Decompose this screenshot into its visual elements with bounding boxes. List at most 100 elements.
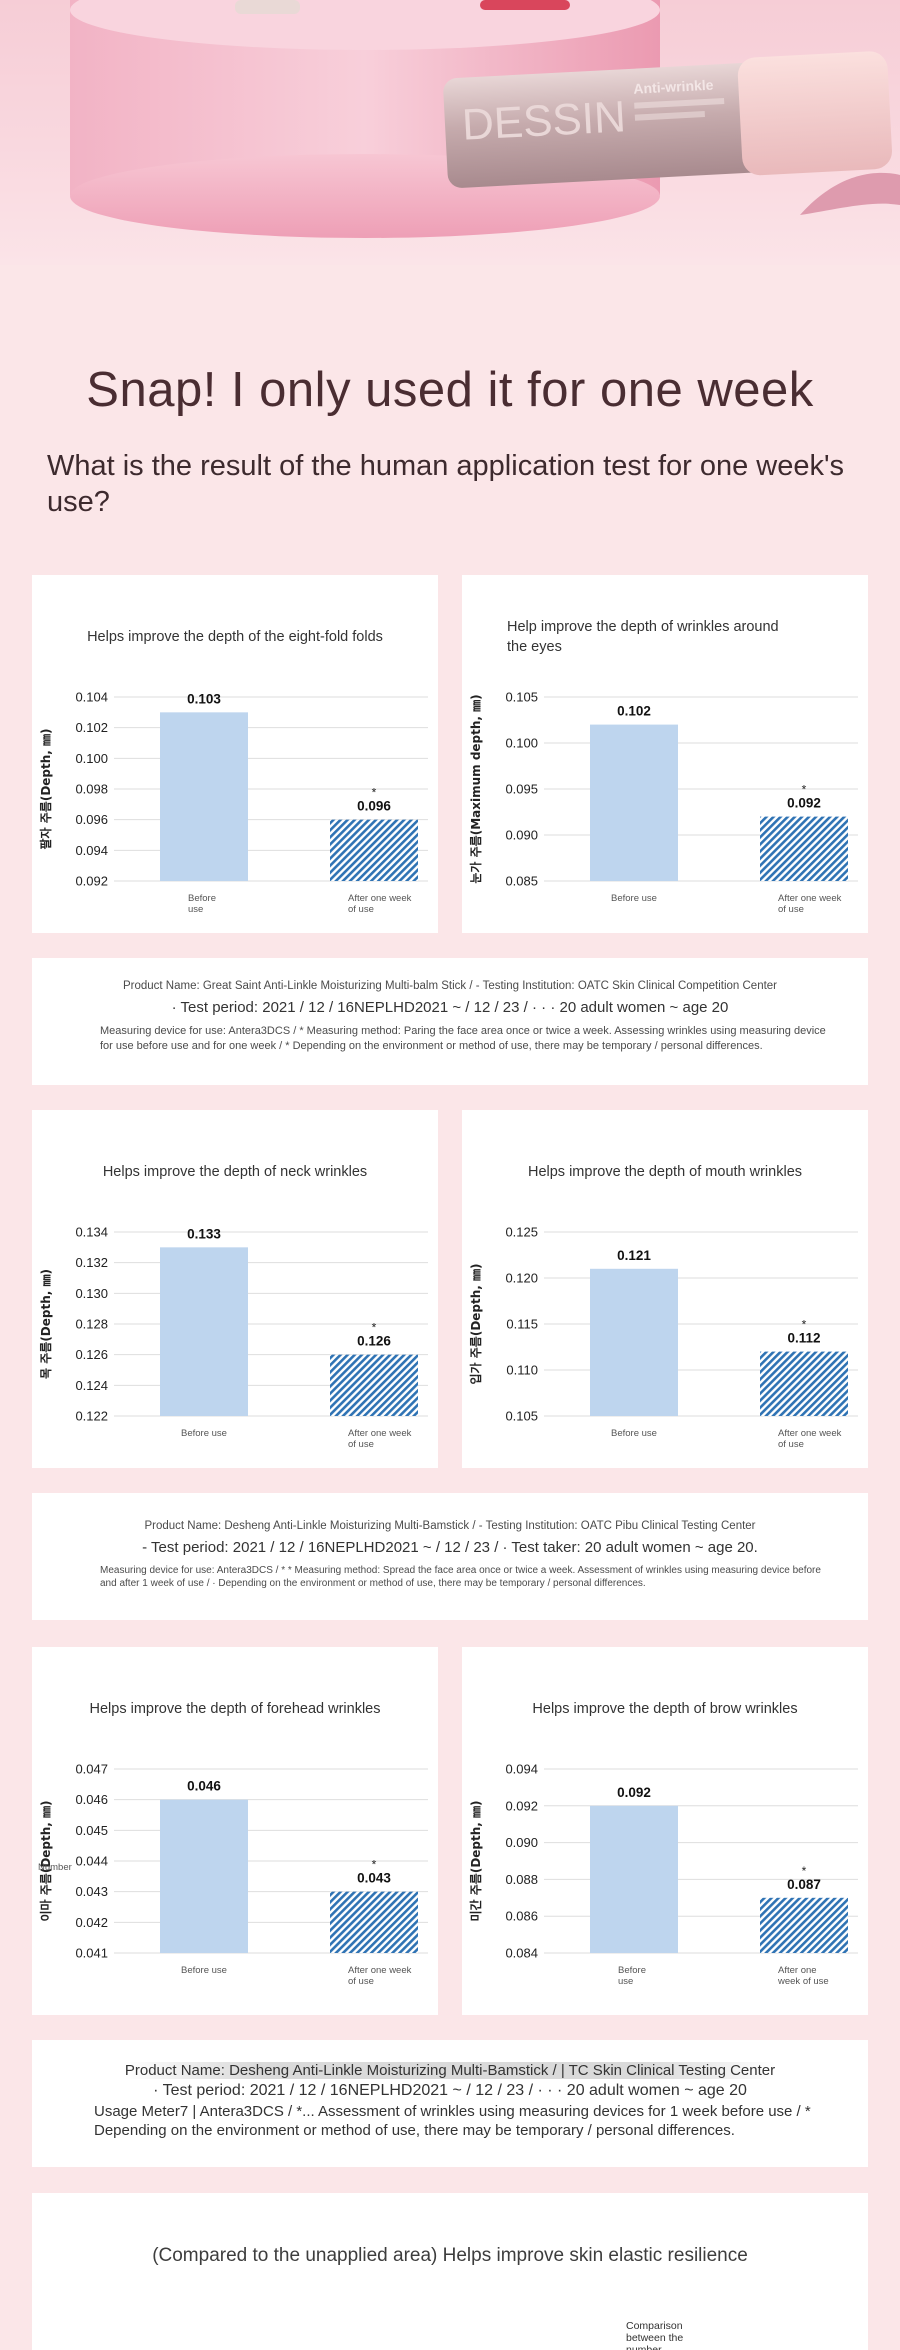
y-tick-label: 0.046 (75, 1792, 108, 1807)
chart-title: the eyes (507, 639, 562, 655)
x-category-label: use (618, 1976, 633, 1987)
bar-after-one-week (760, 1351, 848, 1416)
chart-title: Help improve the depth of wrinkles aroun… (507, 619, 779, 635)
note-product-line: Product Name: Great Saint Anti-Linkle Mo… (122, 980, 778, 992)
overlay-label: Number (38, 1862, 72, 1873)
y-tick-label: 0.094 (505, 1762, 538, 1777)
y-tick-label: 0.084 (505, 1946, 538, 1961)
x-category-label: of use (778, 1439, 804, 1450)
y-tick-label: 0.100 (505, 736, 538, 751)
y-tick-label: 0.094 (75, 843, 108, 858)
bar-after-one-week (760, 1897, 848, 1953)
y-tick-label: 0.086 (505, 1909, 538, 1924)
bar-before-use (590, 1805, 678, 1953)
bar-value-label: 0.126 (357, 1334, 391, 1349)
elasticity-caption: Comparison between the number (626, 2320, 696, 2350)
y-tick-label: 0.124 (75, 1378, 108, 1393)
bar-value-label: 0.103 (187, 691, 221, 706)
chart-card-mouth: Helps improve the depth of mouth wrinkle… (462, 1110, 868, 1468)
chart-title: Helps improve the depth of forehead wrin… (90, 1701, 381, 1717)
y-tick-label: 0.095 (505, 782, 538, 797)
y-tick-label: 0.128 (75, 1317, 108, 1332)
y-tick-label: 0.134 (75, 1225, 108, 1240)
y-tick-label: 0.125 (505, 1225, 538, 1240)
bar-value-label: 0.112 (787, 1331, 820, 1346)
x-category-label: of use (348, 1976, 374, 1987)
y-tick-label: 0.100 (75, 751, 108, 766)
y-tick-label: 0.041 (75, 1946, 108, 1961)
bar-value-label: 0.046 (187, 1779, 221, 1794)
y-tick-label: 0.122 (75, 1409, 108, 1424)
significance-star: * (372, 786, 377, 800)
y-axis-label: 목 주름(Depth, ㎜) (38, 1269, 53, 1379)
chart-forehead-wrinkles: Helps improve the depth of forehead wrin… (38, 1701, 428, 1987)
bar-value-label: 0.096 (357, 799, 391, 814)
x-category-label: After one week (348, 893, 412, 904)
y-tick-label: 0.085 (505, 874, 538, 889)
test-info-note-2: Product Name: Desheng Anti-Linkle Moistu… (32, 1493, 868, 1620)
caption-line: number (626, 2344, 662, 2350)
y-axis-label: 미간 주름(Depth, ㎜) (468, 1800, 483, 1921)
caption-line: between the (626, 2332, 684, 2344)
x-category-label: After one week (778, 1428, 842, 1439)
y-tick-label: 0.096 (75, 812, 108, 827)
note-method-line: Measuring device for use: Antera3DCS / *… (100, 1025, 826, 1052)
x-category-label: Before (618, 1965, 646, 1976)
x-category-label: After one week (348, 1428, 412, 1439)
note-product-line: Product Name: Desheng Anti-Linkle Moistu… (124, 2062, 776, 2079)
x-category-label: Before use (611, 1428, 657, 1439)
bar-value-label: 0.133 (187, 1226, 221, 1241)
bar-value-label: 0.102 (617, 704, 651, 719)
y-tick-label: 0.047 (75, 1762, 108, 1777)
y-tick-label: 0.045 (75, 1823, 108, 1838)
y-tick-label: 0.092 (505, 1798, 538, 1813)
bar-value-label: 0.043 (357, 1871, 391, 1886)
elasticity-card (32, 2193, 868, 2350)
x-category-label: After one (778, 1965, 817, 1976)
y-axis-label: 팔자 주름(Depth, ㎜) (38, 728, 53, 849)
bar-after-one-week (330, 1354, 418, 1416)
note-test-period-line: · Test period: 2021 / 12 / 16NEPLHD2021 … (153, 2082, 747, 2099)
significance-star: * (802, 1864, 807, 1878)
chart-title: Helps improve the depth of neck wrinkles (103, 1164, 367, 1180)
significance-star: * (802, 783, 807, 797)
bar-value-label: 0.121 (617, 1248, 651, 1263)
x-category-label: of use (348, 904, 374, 915)
caption-line: Comparison (626, 2320, 683, 2332)
x-category-label: of use (348, 1439, 374, 1450)
chart-neck-wrinkles: Helps improve the depth of neck wrinkles… (38, 1164, 428, 1450)
headline: Snap! I only used it for one week (86, 363, 814, 417)
y-tick-label: 0.090 (505, 1835, 538, 1850)
y-tick-label: 0.130 (75, 1286, 108, 1301)
chart-card-forehead: Helps improve the depth of forehead wrin… (32, 1647, 438, 2015)
y-tick-label: 0.088 (505, 1872, 538, 1887)
x-category-label: week of use (777, 1976, 829, 1987)
chart-brow-wrinkles: Helps improve the depth of brow wrinkles… (468, 1701, 858, 1987)
bar-value-label: 0.087 (787, 1877, 821, 1892)
note-test-period-line: · Test period: 2021 / 12 / 16NEPLHD2021 … (171, 999, 729, 1016)
bar-before-use (160, 1247, 248, 1416)
bar-before-use (590, 1268, 678, 1416)
y-tick-label: 0.042 (75, 1915, 108, 1930)
bar-before-use (590, 724, 678, 881)
y-tick-label: 0.092 (75, 874, 108, 889)
chart-title: Helps improve the depth of the eight-fol… (87, 629, 383, 645)
chart-card-neck: Helps improve the depth of neck wrinkles… (32, 1110, 438, 1468)
bar-before-use (160, 712, 248, 881)
chart-eight-fold-folds: Helps improve the depth of the eight-fol… (38, 629, 428, 915)
significance-star: * (372, 1321, 377, 1335)
chart-card-eight-fold: Helps improve the depth of the eight-fol… (32, 575, 438, 933)
x-category-label: Before use (181, 1965, 227, 1976)
note-method-line: Usage Meter7 | Antera3DCS / *... Assessm… (94, 2103, 811, 2139)
chart-card-brow: Helps improve the depth of brow wrinkles… (462, 1647, 868, 2015)
chart-title: Helps improve the depth of mouth wrinkle… (528, 1164, 802, 1180)
y-tick-label: 0.105 (505, 1409, 538, 1424)
x-category-label: use (188, 904, 203, 915)
y-tick-label: 0.098 (75, 782, 108, 797)
bar-after-one-week (760, 816, 848, 881)
y-tick-label: 0.102 (75, 720, 108, 735)
x-category-label: Before (188, 893, 216, 904)
x-category-label: After one week (778, 893, 842, 904)
y-tick-label: 0.120 (505, 1271, 538, 1286)
y-tick-label: 0.115 (506, 1317, 538, 1332)
